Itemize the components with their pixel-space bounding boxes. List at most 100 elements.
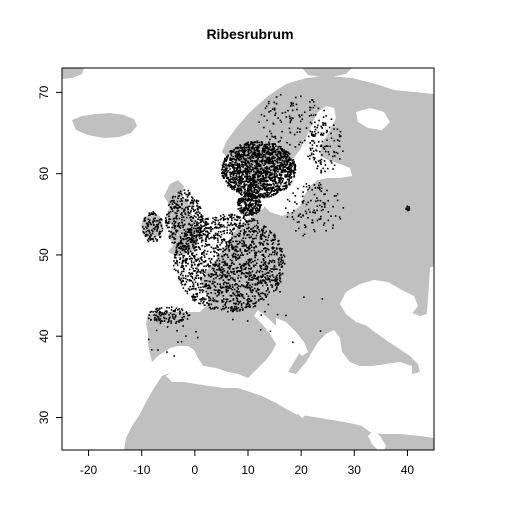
occurrence-point (228, 184, 231, 187)
occurrence-point (185, 335, 187, 337)
occurrence-point (155, 319, 158, 321)
occurrence-point (222, 172, 224, 174)
occurrence-point (246, 282, 249, 285)
occurrence-point (245, 293, 248, 295)
occurrence-point (152, 218, 155, 221)
occurrence-point (246, 221, 249, 223)
occurrence-point (247, 264, 250, 266)
occurrence-point (248, 184, 251, 186)
occurrence-point (174, 310, 176, 313)
occurrence-point (242, 146, 245, 149)
occurrence-point (183, 209, 186, 212)
occurrence-point (279, 279, 281, 282)
occurrence-point (317, 124, 319, 127)
occurrence-point (241, 272, 243, 274)
occurrence-point (275, 96, 278, 98)
occurrence-point (229, 258, 232, 261)
occurrence-point (208, 275, 210, 277)
occurrence-point (235, 240, 237, 243)
occurrence-point (255, 173, 258, 175)
occurrence-point (238, 235, 241, 237)
occurrence-point (245, 173, 247, 175)
occurrence-point (312, 140, 315, 142)
occurrence-point (320, 187, 323, 190)
occurrence-point (187, 214, 190, 216)
occurrence-point (168, 220, 170, 223)
occurrence-point (195, 272, 198, 275)
occurrence-point (249, 193, 251, 195)
occurrence-point (201, 298, 204, 301)
occurrence-point (184, 246, 187, 248)
occurrence-point (289, 173, 291, 176)
occurrence-point (244, 206, 247, 209)
occurrence-point (256, 190, 258, 193)
occurrence-point (202, 269, 204, 271)
occurrence-point (229, 285, 231, 288)
occurrence-point (268, 278, 271, 280)
occurrence-point (281, 112, 284, 114)
occurrence-point (147, 218, 150, 221)
occurrence-point (256, 282, 259, 285)
occurrence-point (264, 276, 266, 278)
occurrence-point (323, 193, 325, 196)
occurrence-point (221, 255, 224, 258)
occurrence-point (152, 220, 154, 223)
occurrence-point (233, 252, 235, 255)
occurrence-point (250, 198, 253, 201)
occurrence-point (314, 161, 317, 163)
occurrence-point (339, 158, 341, 160)
occurrence-point (163, 312, 166, 314)
occurrence-point (322, 134, 324, 136)
occurrence-point (237, 147, 239, 150)
occurrence-point (188, 228, 191, 230)
occurrence-point (228, 248, 230, 251)
occurrence-point (267, 102, 270, 105)
occurrence-point (228, 214, 230, 216)
occurrence-point (235, 259, 237, 261)
occurrence-point (241, 242, 243, 245)
occurrence-point (201, 252, 203, 254)
occurrence-point (317, 199, 319, 202)
occurrence-point (245, 272, 247, 274)
occurrence-point (260, 156, 262, 159)
occurrence-point (232, 307, 235, 310)
occurrence-point (236, 146, 238, 149)
occurrence-point (250, 274, 252, 276)
occurrence-point (238, 178, 240, 181)
y-tick-label: 50 (37, 248, 51, 262)
occurrence-point (273, 171, 276, 173)
occurrence-point (252, 306, 255, 308)
occurrence-point (237, 154, 239, 157)
occurrence-point (190, 219, 192, 221)
occurrence-point (230, 287, 232, 290)
occurrence-point (239, 225, 242, 227)
occurrence-point (186, 312, 188, 315)
occurrence-point (241, 295, 244, 298)
occurrence-point (193, 257, 196, 260)
occurrence-point (246, 320, 249, 322)
occurrence-point (255, 278, 257, 280)
occurrence-point (181, 263, 183, 265)
occurrence-point (190, 196, 193, 198)
occurrence-point (260, 170, 262, 173)
occurrence-point (159, 221, 162, 224)
occurrence-point (279, 180, 281, 182)
occurrence-point (224, 163, 226, 166)
occurrence-point (184, 250, 186, 253)
occurrence-point (262, 153, 265, 156)
occurrence-point (182, 315, 185, 318)
occurrence-point (308, 186, 311, 189)
occurrence-point (280, 183, 282, 185)
occurrence-point (236, 175, 238, 178)
occurrence-point (198, 271, 200, 273)
occurrence-point (229, 164, 231, 167)
occurrence-point (261, 142, 263, 144)
occurrence-point (197, 242, 199, 245)
occurrence-point (244, 164, 246, 166)
occurrence-point (245, 305, 248, 308)
occurrence-point (289, 181, 292, 184)
occurrence-point (245, 170, 247, 173)
occurrence-point (242, 151, 244, 154)
occurrence-point (234, 284, 236, 286)
occurrence-point (177, 207, 179, 210)
